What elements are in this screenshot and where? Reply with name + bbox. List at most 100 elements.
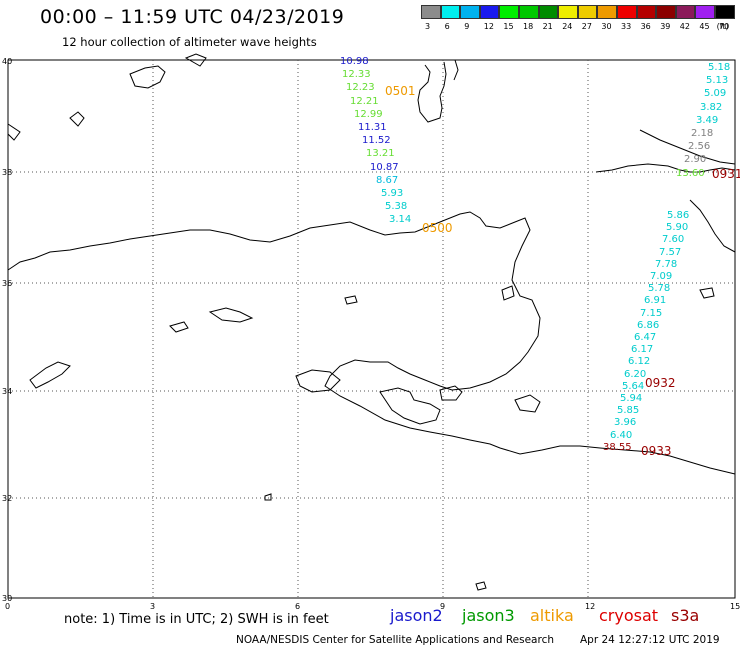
scale-label: 39 bbox=[660, 22, 671, 31]
island-h bbox=[264, 493, 272, 501]
pass-time-label: 0501 bbox=[385, 84, 416, 98]
scale-swatch bbox=[636, 5, 657, 19]
djerba bbox=[379, 387, 441, 425]
wave-height-value: 11.52 bbox=[362, 135, 391, 147]
scale-swatch bbox=[675, 5, 696, 19]
wave-height-value: 7.60 bbox=[662, 234, 685, 246]
satellite-jason2: jason2 bbox=[390, 606, 443, 625]
kerkennah bbox=[501, 285, 515, 301]
wave-height-value: 5.64 bbox=[622, 380, 645, 392]
wave-height-value: 10.98 bbox=[340, 56, 369, 67]
graticule bbox=[8, 60, 735, 598]
malta-coast bbox=[699, 287, 715, 299]
wave-height-value: 6.40 bbox=[610, 429, 633, 441]
satellite-cryosat: cryosat bbox=[599, 606, 659, 625]
pass-time-label: 0500 bbox=[422, 221, 453, 235]
wave-height-value: 7.78 bbox=[655, 258, 678, 270]
wave-height-value: 12.33 bbox=[342, 69, 371, 81]
lon-label: 3 bbox=[150, 602, 156, 611]
spain-coast bbox=[7, 123, 21, 141]
scale-swatch bbox=[577, 5, 598, 19]
wave-height-value: 7.15 bbox=[640, 307, 663, 319]
lon-label: 6 bbox=[295, 602, 301, 611]
wave-height-value: 6.17 bbox=[631, 344, 654, 356]
wave-height-value: 5.93 bbox=[381, 188, 404, 199]
scale-label: 12 bbox=[483, 22, 494, 31]
scale-swatch bbox=[479, 5, 500, 19]
pass-time-label: 0931 bbox=[712, 167, 740, 181]
wave-height-value: 11.31 bbox=[358, 122, 387, 133]
scale-swatch bbox=[519, 5, 539, 19]
wave-height-value: 6.47 bbox=[634, 332, 657, 343]
sardinia-coast bbox=[417, 61, 447, 123]
scale-label: 45 bbox=[699, 22, 710, 31]
wave-height-value: 3.82 bbox=[700, 101, 723, 113]
wave-height-value: 5.13 bbox=[706, 75, 729, 87]
scale-swatch bbox=[597, 5, 617, 19]
lon-label: 0 bbox=[5, 602, 11, 611]
pass-time-label: 0933 bbox=[641, 444, 672, 458]
lon-label: 9 bbox=[440, 602, 446, 611]
wave-height-value: 3.96 bbox=[614, 417, 637, 429]
satellite-s3a: s3a bbox=[671, 606, 700, 625]
lat-label: 38 bbox=[2, 168, 13, 177]
north-africa-coast bbox=[7, 211, 736, 475]
lat-label: 32 bbox=[2, 494, 13, 503]
wave-height-value: 5.85 bbox=[617, 405, 640, 417]
wave-height-value: 5.90 bbox=[666, 222, 689, 234]
scale-swatch bbox=[421, 5, 441, 19]
scale-label: 6 bbox=[444, 22, 450, 31]
wave-height-value: 8.67 bbox=[376, 174, 399, 186]
italy-coast bbox=[639, 129, 736, 165]
map-subtitle: 12 hour collection of altimeter wave hei… bbox=[62, 35, 317, 49]
wave-height-value: 6.91 bbox=[644, 295, 667, 307]
wave-height-value: 2.18 bbox=[691, 128, 714, 139]
island-g bbox=[475, 581, 487, 591]
calabria-coast bbox=[689, 199, 736, 253]
scale-unit: (ft) bbox=[716, 22, 729, 31]
scale-swatch bbox=[695, 5, 715, 19]
map-frame bbox=[7, 59, 736, 599]
lat-label: 40 bbox=[2, 57, 13, 66]
scale-label: 30 bbox=[601, 22, 612, 31]
wave-height-value: 5.38 bbox=[385, 201, 408, 213]
scale-label: 18 bbox=[523, 22, 534, 31]
wave-height-value: 3.49 bbox=[696, 114, 719, 126]
sicily-coast bbox=[595, 163, 736, 173]
lon-label: 15 bbox=[730, 602, 740, 611]
wave-height-value: 6.12 bbox=[628, 356, 651, 368]
island-d bbox=[208, 307, 254, 323]
scale-label: 24 bbox=[562, 22, 573, 31]
scale-label: 33 bbox=[621, 22, 632, 31]
wave-height-value: 2.90 bbox=[684, 154, 707, 166]
coastlines bbox=[7, 53, 736, 591]
wave-height-value: 6.20 bbox=[624, 368, 647, 380]
scale-swatch bbox=[538, 5, 559, 19]
ibiza-coast bbox=[69, 111, 85, 127]
scale-swatch bbox=[617, 5, 637, 19]
wave-height-value: 5.09 bbox=[704, 88, 727, 100]
wave-height-value: 6.86 bbox=[637, 319, 660, 331]
scale-label: 9 bbox=[464, 22, 470, 31]
wave-height-value: 7.57 bbox=[659, 246, 682, 258]
scale-label: 3 bbox=[425, 22, 431, 31]
satellite-jason3: jason3 bbox=[462, 606, 515, 625]
scale-swatch bbox=[656, 5, 676, 19]
corsica-coast bbox=[453, 59, 459, 81]
island-b bbox=[514, 394, 541, 413]
note-text: note: 1) Time is in UTC; 2) SWH is in fe… bbox=[64, 612, 329, 627]
satellite-altika: altika bbox=[530, 606, 574, 625]
pass-time-label: 0932 bbox=[645, 376, 676, 390]
menorca-coast bbox=[184, 53, 207, 67]
wave-height-value: 2.56 bbox=[688, 141, 711, 153]
scale-swatch bbox=[558, 5, 578, 19]
island-f bbox=[344, 295, 358, 305]
scale-swatch bbox=[715, 5, 735, 19]
wave-height-value: 12.21 bbox=[350, 95, 379, 107]
scale-label: 36 bbox=[640, 22, 651, 31]
scale-label: 15 bbox=[503, 22, 514, 31]
wave-height-value: 38.55 bbox=[603, 441, 632, 453]
island-a bbox=[439, 385, 463, 401]
